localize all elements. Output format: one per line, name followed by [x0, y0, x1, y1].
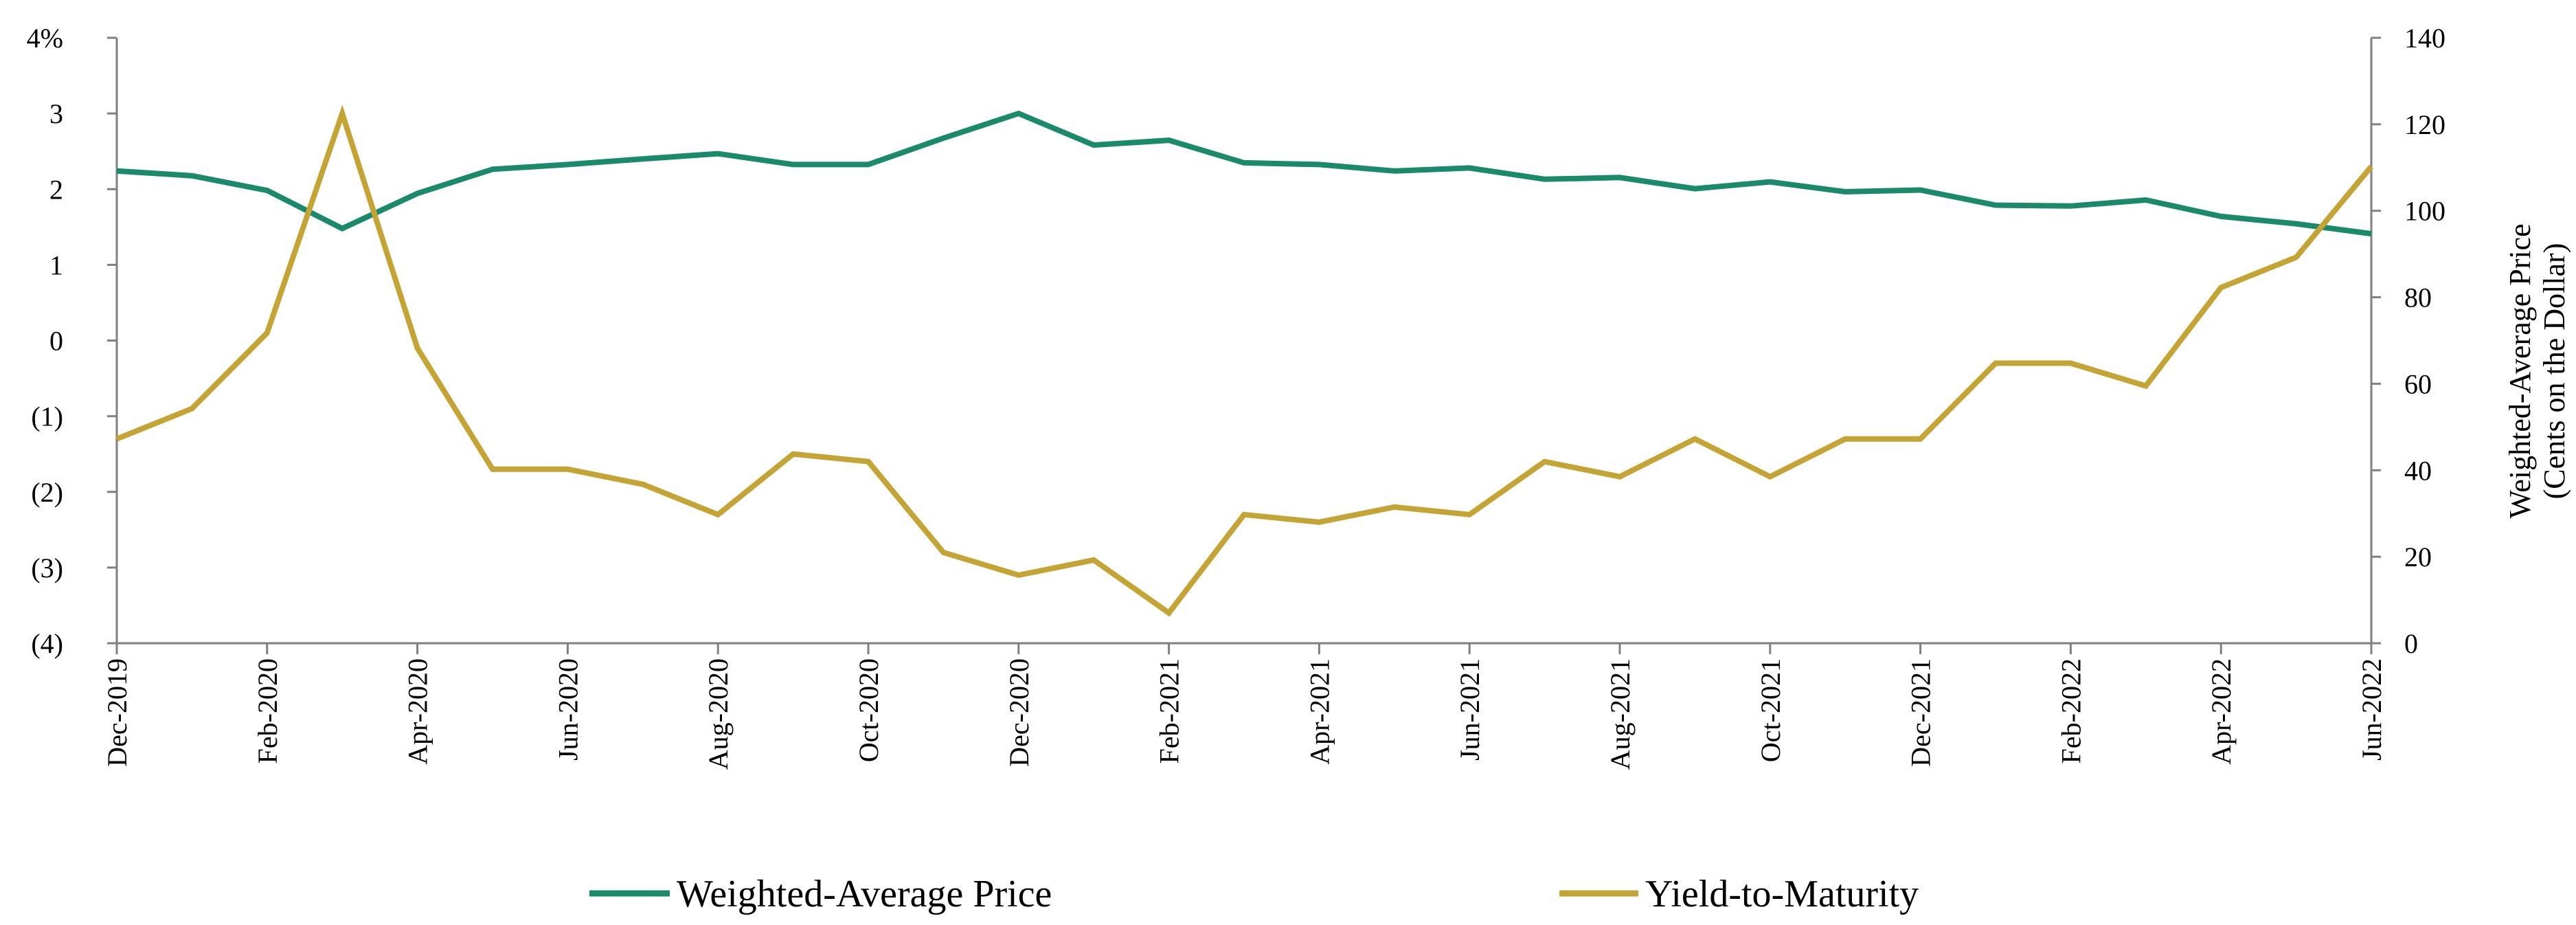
left-tick-label: 0 — [49, 326, 63, 357]
x-tick-label: Dec-2021 — [1906, 658, 1936, 767]
series-lines — [115, 104, 2374, 617]
right-tick-label: 120 — [2404, 109, 2445, 140]
x-tick-label: Jun-2020 — [552, 658, 583, 761]
x-tick-label: Apr-2021 — [1304, 658, 1335, 765]
left-axis-ticks: 4% 3 2 1 0 (1) (2) (3) (4) — [27, 23, 117, 659]
series-line-weighted-average-price — [116, 110, 2372, 237]
right-axis-label-line2: (Cents on the Dollar) — [2538, 243, 2571, 500]
x-tick-label: Feb-2022 — [2055, 658, 2086, 764]
x-tick-label: Jun-2022 — [2356, 658, 2387, 761]
left-tick-label: 4% — [27, 23, 63, 54]
left-tick-label: (1) — [31, 401, 63, 432]
legend: Weighted-Average Price Yield-to-Maturity — [589, 873, 1919, 915]
x-tick-label: Oct-2021 — [1755, 658, 1786, 762]
right-axis-ticks: 140 120 100 80 60 40 20 0 — [2371, 23, 2445, 659]
left-tick-label: (2) — [31, 477, 63, 508]
x-tick-label: Dec-2020 — [1004, 658, 1035, 767]
x-tick-label: Feb-2021 — [1154, 658, 1185, 764]
left-tick-label: (3) — [31, 553, 63, 583]
x-tick-label: Jun-2021 — [1454, 658, 1485, 761]
x-tick-label: Apr-2020 — [403, 658, 433, 765]
x-axis-ticks: Dec-2019 Feb-2020 Apr-2020 Jun-2020 Aug-2020… — [102, 643, 2387, 770]
right-tick-label: 20 — [2404, 542, 2432, 572]
left-tick-label: 1 — [49, 249, 63, 280]
series-line-yield-to-maturity — [115, 104, 2374, 617]
axes — [115, 38, 2373, 645]
x-tick-label: Feb-2020 — [252, 658, 283, 764]
left-tick-label: 2 — [49, 174, 63, 205]
x-tick-label: Aug-2020 — [703, 658, 734, 770]
x-tick-label: Apr-2022 — [2206, 658, 2237, 765]
right-tick-label: 0 — [2404, 628, 2418, 659]
right-tick-label: 100 — [2404, 196, 2445, 227]
x-tick-label: Aug-2021 — [1605, 658, 1636, 770]
right-tick-label: 140 — [2404, 23, 2445, 54]
legend-label-weighted-average-price: Weighted-Average Price — [677, 873, 1052, 915]
left-tick-label: (4) — [31, 628, 63, 659]
left-tick-label: 3 — [49, 98, 63, 129]
right-tick-label: 80 — [2404, 282, 2432, 313]
right-tick-label: 40 — [2404, 455, 2432, 486]
x-tick-label: Oct-2020 — [853, 658, 884, 762]
x-tick-label: Dec-2019 — [102, 658, 133, 767]
legend-label-yield-to-maturity: Yield-to-Maturity — [1645, 873, 1919, 915]
right-tick-label: 60 — [2404, 368, 2432, 399]
right-axis-label-line1: Weighted-Average Price — [2503, 223, 2537, 518]
